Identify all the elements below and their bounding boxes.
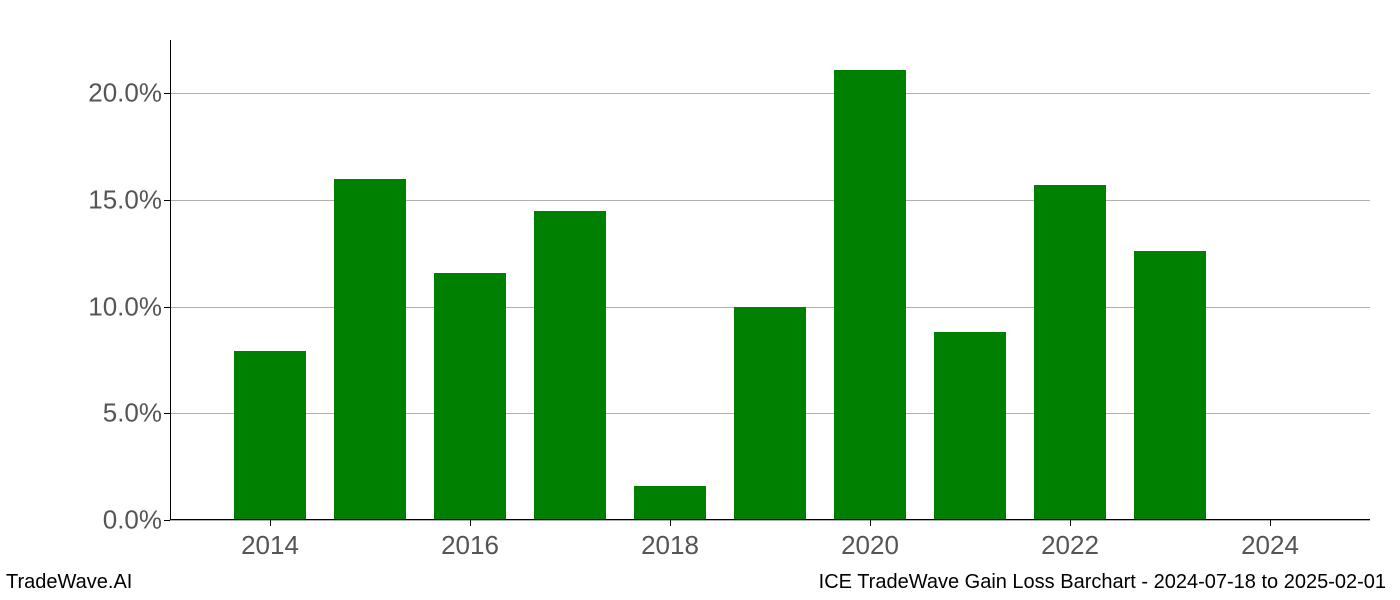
x-tick-mark — [270, 520, 271, 526]
y-tick-label: 0.0% — [103, 505, 162, 536]
y-tick-mark — [164, 520, 170, 521]
footer-left: TradeWave.AI — [6, 571, 132, 594]
gridline — [170, 520, 1370, 521]
bar — [834, 70, 906, 520]
x-tick-label: 2018 — [641, 530, 699, 561]
x-tick-mark — [1270, 520, 1271, 526]
chart-container: 0.0% 5.0% 10.0% 15.0% 20.0% 2014 2016 2018 2020 2… — [0, 0, 1400, 600]
y-tick-label: 5.0% — [103, 398, 162, 429]
bar — [434, 273, 506, 520]
x-tick-mark — [670, 520, 671, 526]
x-tick-label: 2024 — [1241, 530, 1299, 561]
plot-area: 0.0%5.0%10.0%15.0%20.0%20142016201820202… — [170, 40, 1370, 520]
bar — [234, 351, 306, 520]
x-tick-label: 2022 — [1041, 530, 1099, 561]
bar — [634, 486, 706, 520]
bar — [734, 307, 806, 520]
bar — [1034, 185, 1106, 520]
x-tick-label: 2020 — [841, 530, 899, 561]
y-tick-label: 15.0% — [88, 185, 162, 216]
x-axis — [170, 519, 1370, 520]
x-tick-mark — [870, 520, 871, 526]
bar — [534, 211, 606, 520]
y-tick-label: 10.0% — [88, 291, 162, 322]
x-tick-label: 2014 — [241, 530, 299, 561]
y-tick-label: 20.0% — [88, 78, 162, 109]
bar — [934, 332, 1006, 520]
footer-right: ICE TradeWave Gain Loss Barchart - 2024-… — [819, 571, 1386, 594]
x-tick-label: 2016 — [441, 530, 499, 561]
bar — [1134, 251, 1206, 520]
y-axis — [170, 40, 171, 520]
gridline — [170, 93, 1370, 94]
x-tick-mark — [1070, 520, 1071, 526]
x-tick-mark — [470, 520, 471, 526]
bar — [334, 179, 406, 520]
